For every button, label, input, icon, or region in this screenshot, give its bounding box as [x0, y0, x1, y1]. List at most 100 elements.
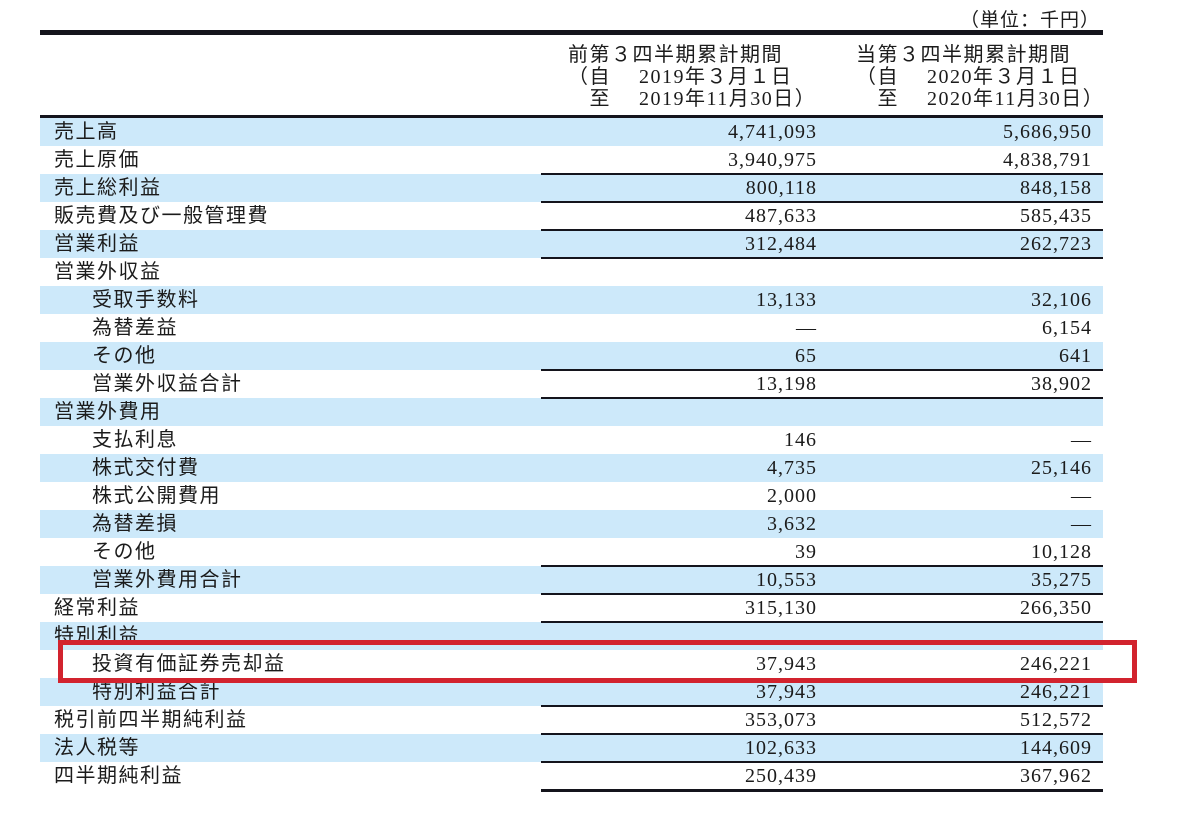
row-label: 株式交付費 — [92, 457, 200, 479]
row-value-current: 5,686,950 — [1003, 121, 1092, 143]
table-row: 営業利益 312,484 262,723 — [40, 230, 1103, 259]
income-statement-table: 前第３四半期累計期間 （自 2019年３月１日 至 2019年11月30日） 当… — [40, 30, 1137, 792]
row-value-current: 144,609 — [1020, 737, 1092, 759]
row-label: その他 — [92, 345, 157, 367]
table-row: 営業外費用 — [40, 398, 1103, 426]
table-header: 前第３四半期累計期間 （自 2019年３月１日 至 2019年11月30日） 当… — [40, 35, 1103, 118]
row-separator-rule — [541, 173, 1103, 175]
row-separator-rule — [541, 257, 1103, 259]
table-row: 売上総利益 800,118 848,158 — [40, 174, 1103, 203]
row-label: その他 — [92, 541, 157, 563]
row-value-current: 585,435 — [1020, 205, 1092, 227]
row-separator-rule — [541, 733, 1103, 735]
table-row: 支払利息 146 — — [40, 426, 1103, 454]
row-value-current: 6,154 — [1042, 317, 1092, 339]
row-value-prior: 65 — [795, 345, 817, 367]
row-value-current: 246,221 — [1020, 653, 1092, 675]
row-value-current: 35,275 — [1031, 569, 1092, 591]
row-separator-rule — [541, 565, 1103, 567]
table-row: 法人税等 102,633 144,609 — [40, 734, 1103, 763]
row-value-prior: 487,633 — [745, 205, 817, 227]
row-value-prior: 250,439 — [745, 765, 817, 787]
row-value-current: 25,146 — [1031, 457, 1092, 479]
table-row: 税引前四半期純利益 353,073 512,572 — [40, 706, 1103, 735]
row-value-prior: 37,943 — [756, 681, 817, 703]
table-row: 為替差益 — 6,154 — [40, 314, 1103, 342]
row-separator-rule — [541, 761, 1103, 763]
table-row: 売上原価 3,940,975 4,838,791 — [40, 146, 1103, 175]
row-value-prior: 13,198 — [756, 373, 817, 395]
row-value-prior — [541, 258, 871, 286]
row-value-prior: 13,133 — [756, 289, 817, 311]
table-row: 経常利益 315,130 266,350 — [40, 594, 1103, 623]
table-row: 特別利益合計 37,943 246,221 — [40, 678, 1103, 707]
row-label: 税引前四半期純利益 — [54, 709, 248, 731]
row-label: 営業外費用 — [54, 401, 162, 423]
row-value-prior: 4,741,093 — [728, 121, 817, 143]
table-row: 四半期純利益 250,439 367,962 — [40, 762, 1103, 792]
table-row: 為替差損 3,632 — — [40, 510, 1103, 538]
row-value-prior: 315,130 — [745, 597, 817, 619]
row-separator-rule — [541, 229, 1103, 231]
row-value-current: 262,723 — [1020, 233, 1092, 255]
row-value-current — [871, 398, 1103, 426]
table-row: 受取手数料 13,133 32,106 — [40, 286, 1103, 314]
table-row: 株式交付費 4,735 25,146 — [40, 454, 1103, 482]
row-value-prior: 39 — [795, 541, 817, 563]
row-label: 為替差益 — [92, 317, 178, 339]
table-row: 営業外収益 — [40, 258, 1103, 286]
row-label: 為替差損 — [92, 513, 178, 535]
row-label: 販売費及び一般管理費 — [54, 205, 269, 227]
row-label: 特別利益合計 — [92, 681, 221, 703]
row-separator-rule — [541, 369, 1103, 371]
row-value-current: 848,158 — [1020, 177, 1092, 199]
row-label: 経常利益 — [54, 597, 140, 619]
row-label: 特別利益 — [54, 625, 140, 647]
row-value-prior: 102,633 — [745, 737, 817, 759]
row-label: 売上高 — [54, 121, 119, 143]
row-value-prior: 800,118 — [745, 177, 817, 199]
row-value-current: — — [1071, 429, 1092, 451]
unit-label: （単位：千円） — [959, 10, 1100, 31]
row-separator-rule — [541, 593, 1103, 595]
row-value-prior — [541, 398, 871, 426]
row-label: 売上総利益 — [54, 177, 162, 199]
table-top-rule — [40, 30, 1103, 35]
row-value-current: 246,221 — [1020, 681, 1092, 703]
table-row: その他 65 641 — [40, 342, 1103, 371]
row-label: 受取手数料 — [92, 289, 200, 311]
row-label: 営業利益 — [54, 233, 140, 255]
table-row: 特別利益 — [40, 622, 1103, 650]
row-value-prior: 3,632 — [767, 513, 817, 535]
table-row: 営業外収益合計 13,198 38,902 — [40, 370, 1103, 399]
row-label: 四半期純利益 — [54, 765, 183, 787]
row-separator-rule — [541, 789, 1103, 792]
column-header-prior-period: 前第３四半期累計期間 （自 2019年３月１日 至 2019年11月30日） — [568, 44, 817, 110]
row-value-prior: — — [796, 317, 817, 339]
row-label: 営業外収益 — [54, 261, 162, 283]
table-row: 売上高 4,741,093 5,686,950 — [40, 118, 1103, 146]
table-row: その他 39 10,128 — [40, 538, 1103, 567]
row-value-prior: 312,484 — [745, 233, 817, 255]
row-separator-rule — [541, 705, 1103, 707]
row-separator-rule — [541, 201, 1103, 203]
table-row: 営業外費用合計 10,553 35,275 — [40, 566, 1103, 595]
row-value-current: 367,962 — [1020, 765, 1092, 787]
row-value-prior: 37,943 — [756, 653, 817, 675]
row-separator-rule — [541, 397, 1103, 399]
row-value-prior: 2,000 — [767, 485, 817, 507]
row-label: 投資有価証券売却益 — [92, 653, 286, 675]
table-row-highlighted: 投資有価証券売却益 37,943 246,221 — [40, 650, 1103, 678]
row-value-current: 10,128 — [1031, 541, 1092, 563]
row-label: 営業外収益合計 — [92, 373, 243, 395]
row-value-current: 641 — [1059, 345, 1092, 367]
row-value-current: — — [1071, 513, 1092, 535]
row-value-current: 32,106 — [1031, 289, 1092, 311]
row-value-prior: 3,940,975 — [728, 149, 817, 171]
row-value-prior: 4,735 — [767, 457, 817, 479]
row-label: 営業外費用合計 — [92, 569, 243, 591]
row-separator-rule — [541, 621, 1103, 623]
row-label: 支払利息 — [92, 429, 178, 451]
row-value-current — [871, 258, 1103, 286]
